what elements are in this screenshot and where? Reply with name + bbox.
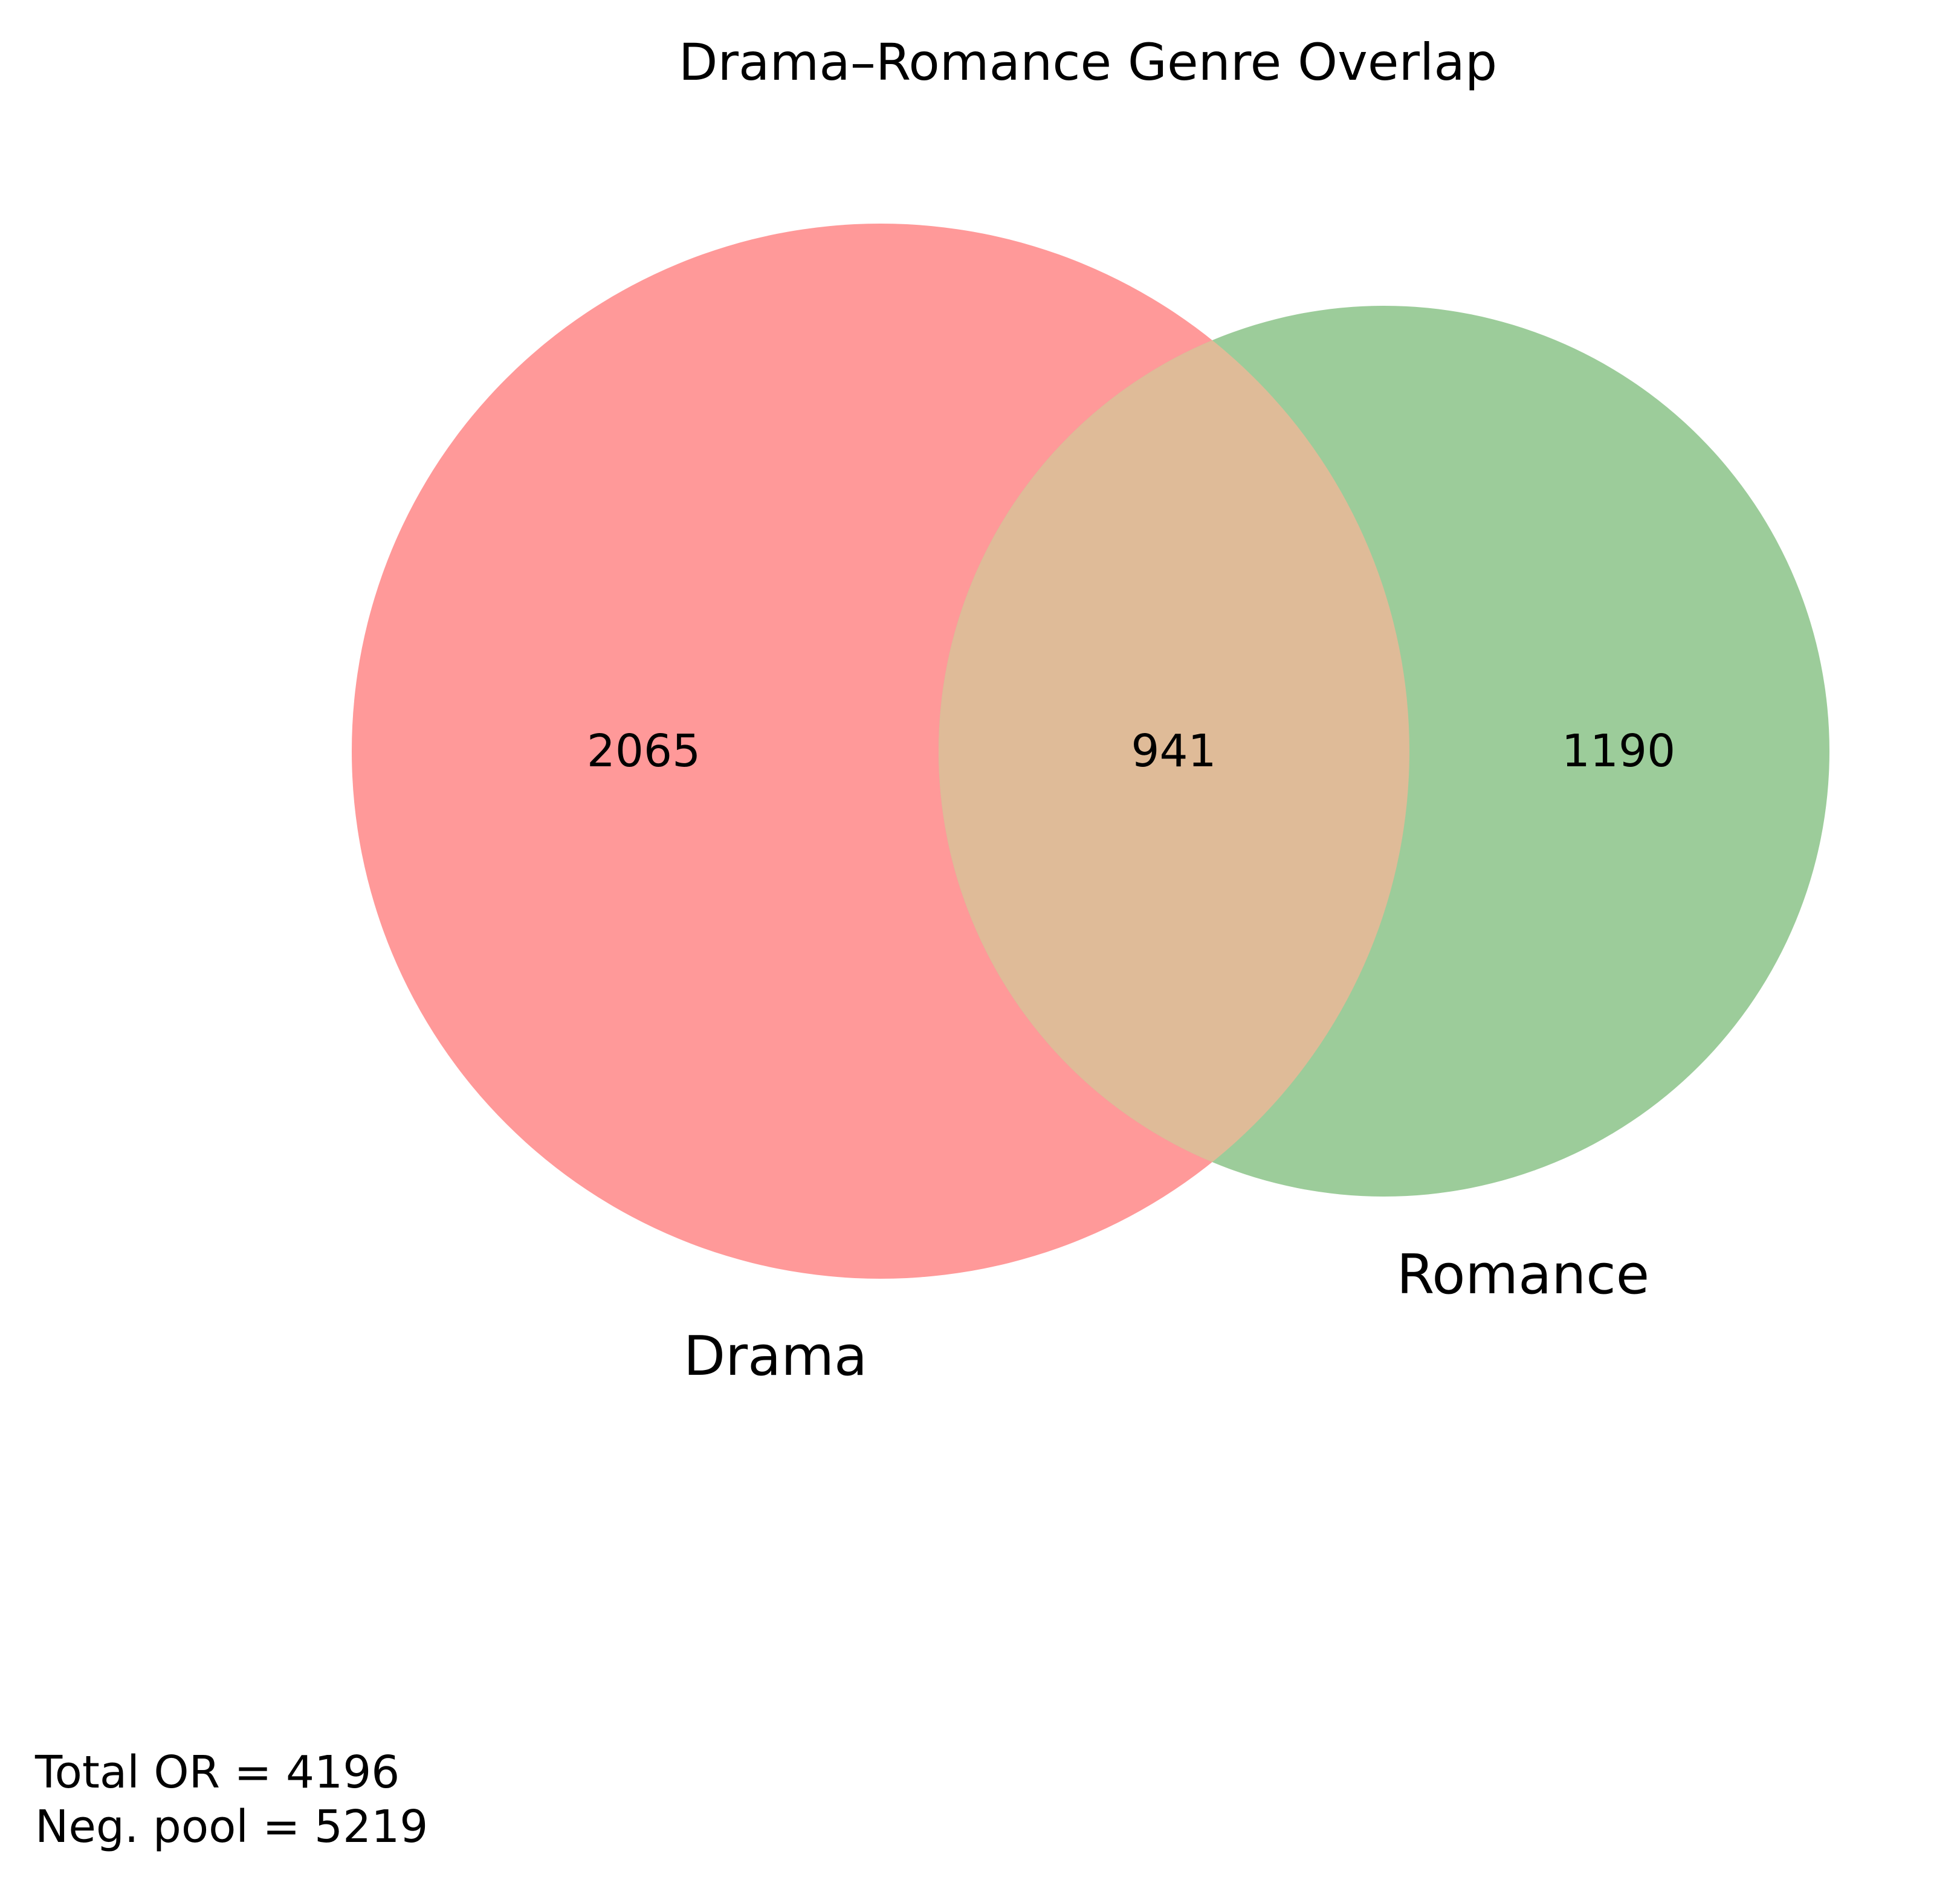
drama-only-count: 2065 [587, 725, 700, 777]
total-or-note: Total OR = 4196 [34, 1746, 399, 1798]
overlap-region [939, 306, 1409, 1197]
overlap-count: 941 [1131, 725, 1216, 777]
romance-set-label: Romance [1397, 1243, 1649, 1307]
diagram-title: Drama–Romance Genre Overlap [679, 33, 1497, 92]
romance-only-count: 1190 [1562, 725, 1675, 777]
drama-set-label: Drama [684, 1325, 867, 1388]
neg-pool-note: Neg. pool = 5219 [35, 1801, 428, 1853]
